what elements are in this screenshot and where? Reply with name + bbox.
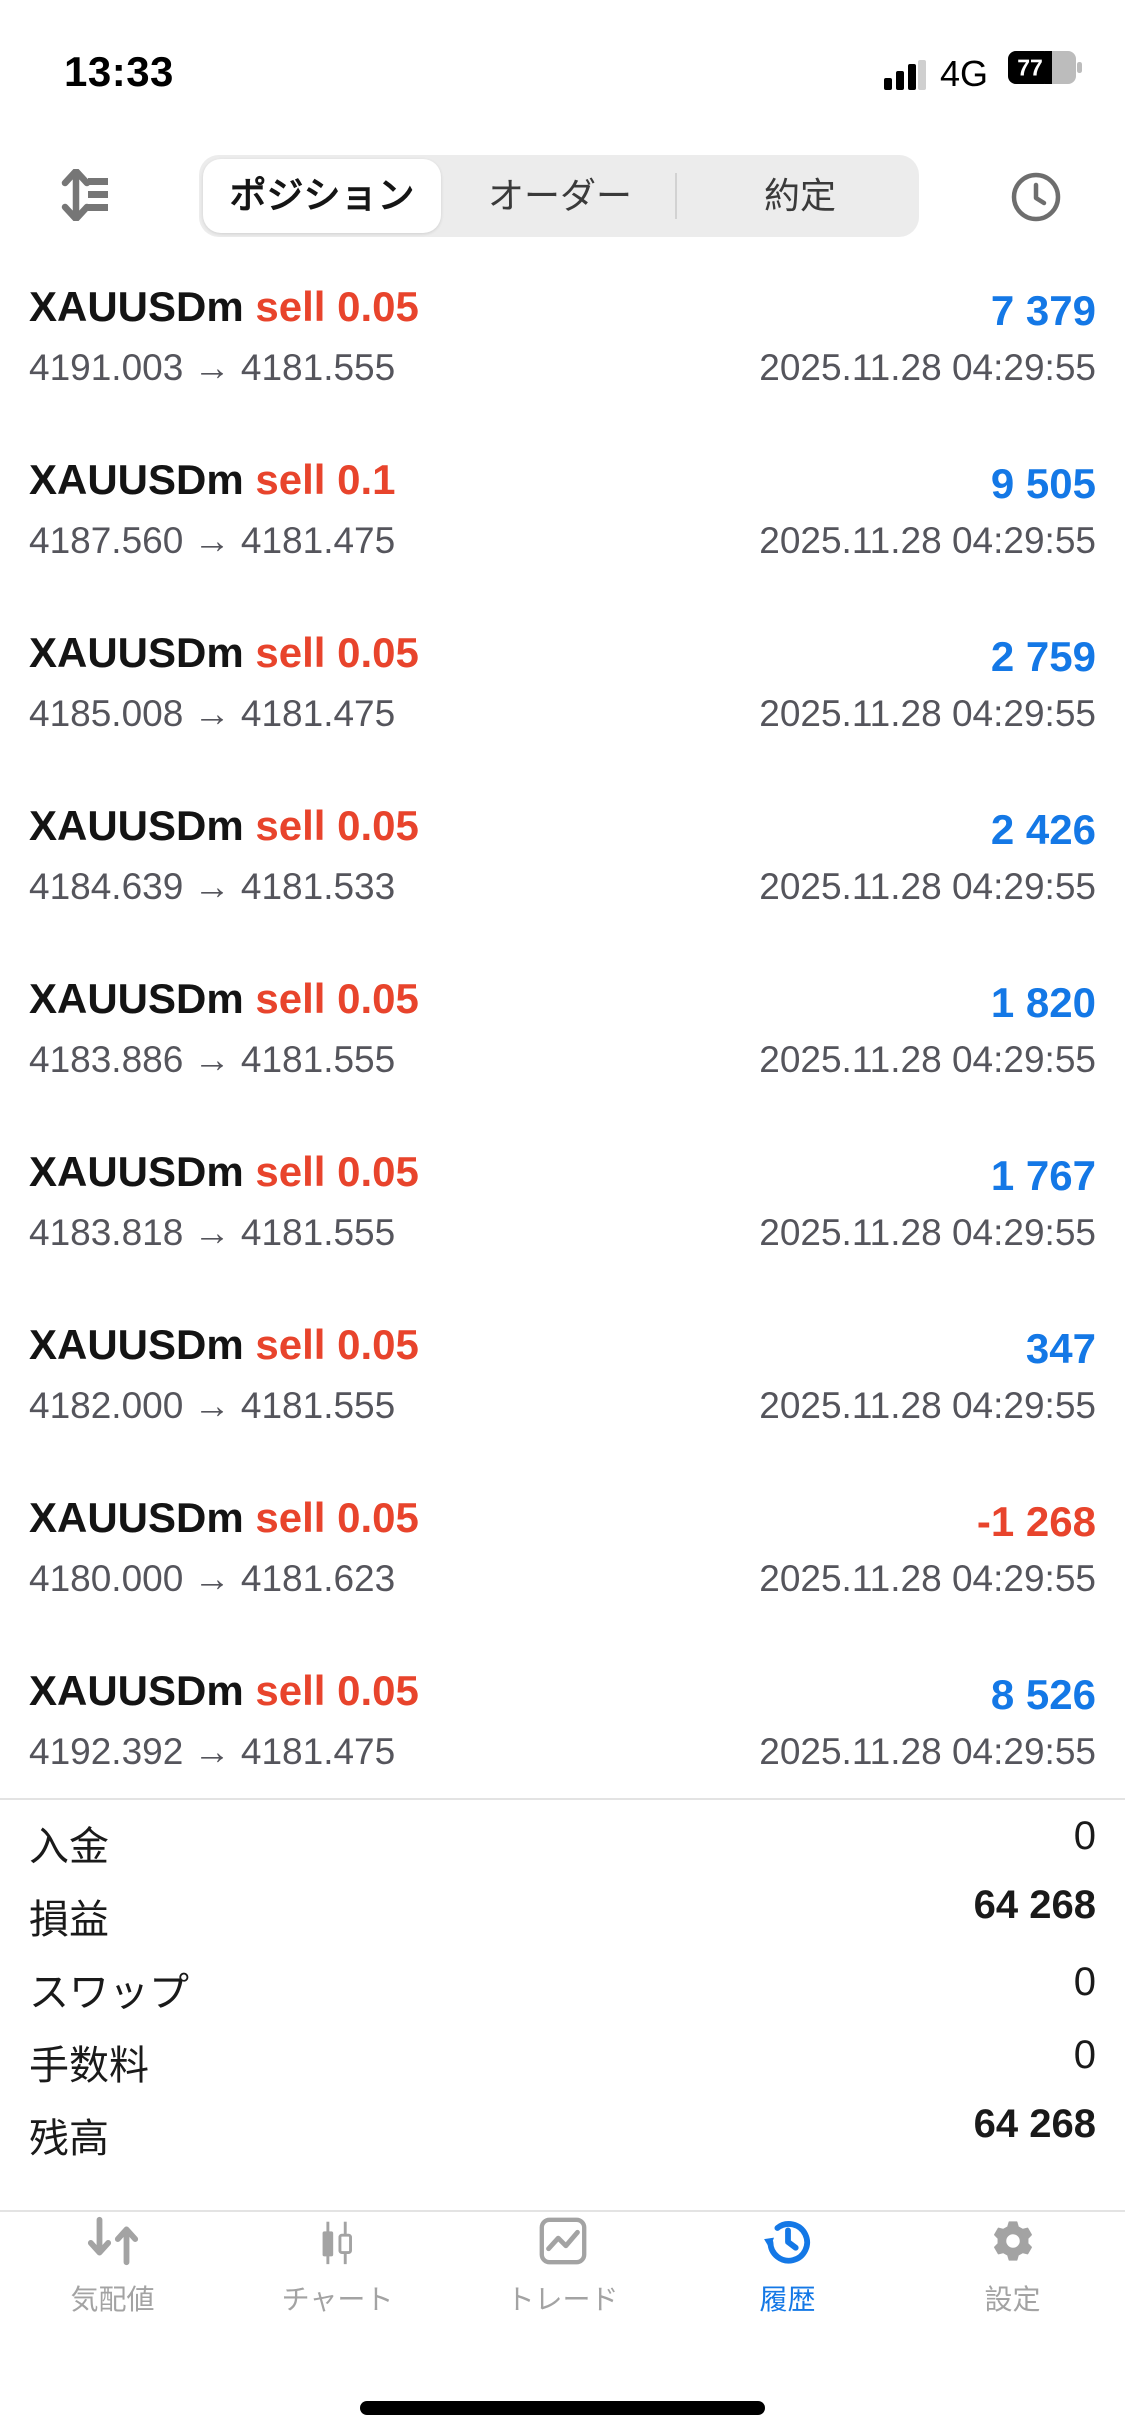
svg-text:77: 77: [1017, 55, 1043, 81]
